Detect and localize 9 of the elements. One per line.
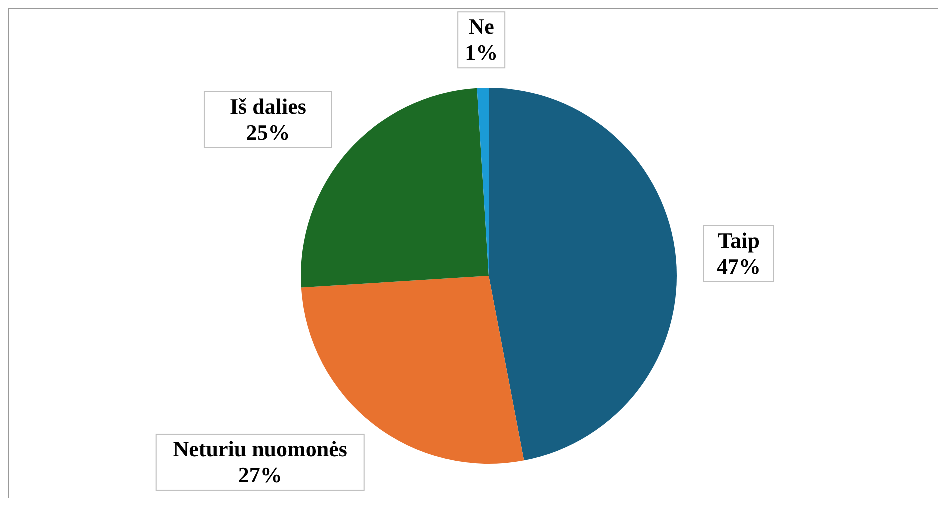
slice-label: Iš dalies — [230, 94, 307, 119]
slice-label: Ne — [468, 14, 495, 40]
pie-slice — [489, 88, 677, 461]
data-label: 27% — [238, 462, 282, 488]
slice-label: Neturiu nuomonės — [173, 436, 348, 462]
data-label: 25% — [246, 120, 290, 145]
slice-label: Taip — [718, 228, 760, 253]
data-label: 47% — [716, 254, 761, 279]
data-label: 1% — [465, 40, 498, 66]
